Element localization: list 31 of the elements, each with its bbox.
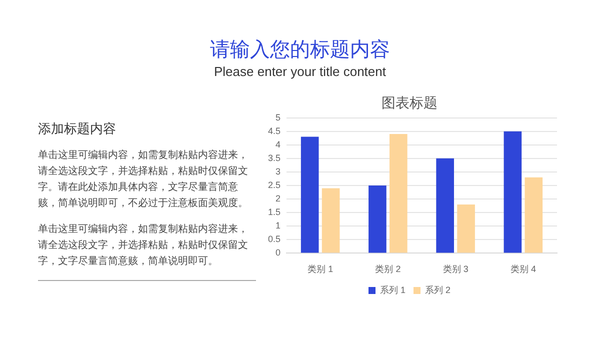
y-tick-label: 3 <box>275 166 281 176</box>
y-tick-label: 1.5 <box>268 207 281 218</box>
text: Please enter your title content <box>213 64 387 79</box>
x-tick-label: 类别 4 <box>510 264 536 274</box>
bar <box>524 177 543 253</box>
y-tick-label: 2 <box>275 194 281 204</box>
text: 单击这里可编辑内容，如需复制粘贴内容进来，请全选这段文字，并选择粘贴，粘贴时仅保留文字，文字尽量言简意赅，简单说明即可。 <box>38 222 249 269</box>
y-tick-label: 3.5 <box>268 152 281 163</box>
text: 添加标题内容 <box>38 120 117 138</box>
text: 请输入您的标题内容 <box>209 38 391 63</box>
y-tick-label: 5 <box>275 112 281 122</box>
bar <box>457 204 475 253</box>
y-tick-label: 2.5 <box>268 180 281 190</box>
x-tick-label: 类别 3 <box>442 264 468 274</box>
y-tick-label: 0 <box>275 248 281 258</box>
y-tick-label: 4.5 <box>268 126 281 136</box>
x-tick-label: 类别 1 <box>308 264 334 274</box>
bar <box>368 186 386 253</box>
y-tick-label: 4 <box>275 139 281 150</box>
bar <box>436 158 454 253</box>
legend-label: 系列 2 <box>425 284 451 295</box>
bar <box>390 134 408 253</box>
text: 单击这里可编辑内容，如需复制粘贴内容进来，请全选这段文字，并选择粘贴，粘贴时仅保留文字。请在此处添加具体内容，文字尽量言简意赅，简单说明即可，不必过于注意板面美观度。 <box>38 148 249 211</box>
y-tick-label: 0.5 <box>268 234 281 244</box>
x-tick-label: 类别 2 <box>375 264 401 274</box>
y-tick-label: 1 <box>275 220 281 231</box>
chart-title: 图表标题 <box>382 94 438 110</box>
bar <box>300 136 319 253</box>
bar <box>322 188 340 253</box>
legend-label: 系列 1 <box>380 284 406 295</box>
bar <box>504 131 522 253</box>
